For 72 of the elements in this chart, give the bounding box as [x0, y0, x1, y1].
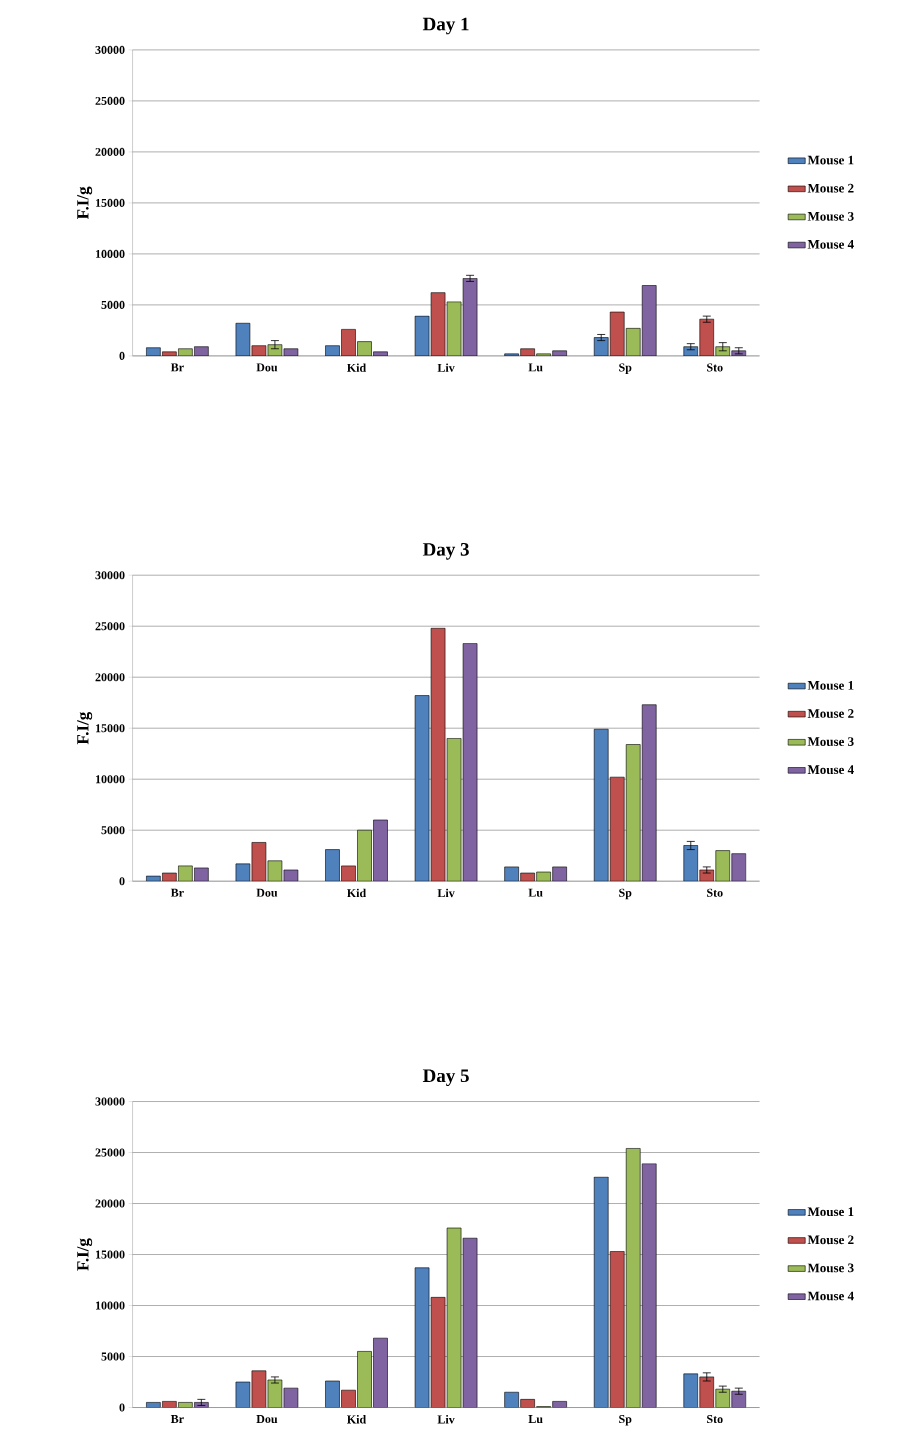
- legend-label: Mouse 1: [807, 155, 854, 165]
- x-tick-label: Br: [170, 1415, 184, 1423]
- y-axis-title: F.I/g: [77, 1238, 93, 1271]
- y-tick-label: 0: [119, 877, 125, 886]
- legend-label: Mouse 3: [807, 737, 854, 746]
- x-tick-label: Dou: [256, 888, 278, 897]
- x-tick-label: Kid: [347, 363, 367, 372]
- x-tick-label: Sto: [707, 363, 723, 372]
- x-tick-label: Sp: [619, 363, 632, 374]
- y-tick-label: 5000: [101, 1352, 125, 1361]
- y-tick-label: 30000: [95, 45, 125, 54]
- x-tick-label: Liv: [437, 363, 455, 372]
- x-tick-label: Br: [170, 363, 184, 372]
- x-tick-label: Sto: [707, 1415, 723, 1424]
- y-tick-label: 10000: [95, 1301, 125, 1310]
- y-tick-label: 5000: [101, 300, 125, 309]
- bar: [357, 1351, 372, 1408]
- bar: [641, 1163, 657, 1408]
- bar: [641, 704, 657, 882]
- x-tick-label: Sp: [619, 888, 632, 900]
- x-tick-label: Lu: [528, 1415, 543, 1424]
- bar: [625, 1148, 641, 1408]
- x-tick-label: Dou: [256, 363, 278, 372]
- y-axis-title: F.I/g: [77, 186, 93, 220]
- y-tick-label: 25000: [95, 96, 125, 105]
- chart-title: Day 5: [422, 1069, 469, 1086]
- x-tick-label: Lu: [528, 888, 543, 897]
- y-tick-label: 20000: [95, 1199, 125, 1208]
- x-tick-label: Liv: [437, 888, 455, 898]
- y-tick-label: 20000: [95, 673, 125, 682]
- chart-title: Day 1: [422, 17, 469, 35]
- legend-label: Mouse 2: [807, 1235, 854, 1245]
- y-tick-label: 10000: [95, 775, 125, 784]
- x-tick-label: Kid: [347, 888, 367, 898]
- legend-label: Mouse 1: [807, 681, 854, 690]
- x-tick-label: Lu: [528, 363, 543, 372]
- y-tick-label: 15000: [95, 1250, 125, 1259]
- y-tick-label: 30000: [95, 1097, 125, 1106]
- y-tick-label: 30000: [95, 571, 125, 580]
- legend-label: Mouse 2: [807, 183, 854, 193]
- y-tick-label: 0: [119, 351, 125, 360]
- y-axis-title: F.I/g: [77, 711, 93, 745]
- x-tick-label: Kid: [347, 1415, 367, 1424]
- x-tick-label: Liv: [437, 1415, 455, 1424]
- legend-label: Mouse 4: [807, 240, 854, 249]
- legend-label: Mouse 3: [807, 211, 854, 221]
- x-tick-label: Br: [170, 888, 184, 897]
- legend-label: Mouse 1: [807, 1207, 854, 1217]
- y-tick-label: 0: [119, 1403, 125, 1412]
- x-tick-label: Sto: [707, 888, 723, 897]
- bar: [462, 278, 478, 356]
- bar: [715, 1388, 731, 1408]
- bar: [267, 1379, 283, 1408]
- legend-label: Mouse 4: [807, 765, 854, 775]
- chart-title: Day 3: [422, 542, 469, 560]
- y-tick-label: 25000: [95, 1148, 125, 1157]
- legend-label: Mouse 4: [807, 1291, 854, 1301]
- legend-label: Mouse 2: [807, 709, 854, 718]
- x-tick-label: Sp: [619, 1415, 632, 1426]
- y-tick-label: 25000: [95, 622, 125, 631]
- y-tick-label: 15000: [95, 198, 125, 207]
- legend-label: Mouse 3: [807, 1263, 854, 1273]
- bar: [641, 285, 657, 356]
- bar: [373, 819, 388, 882]
- bar: [373, 1337, 388, 1408]
- y-tick-label: 5000: [101, 826, 125, 835]
- y-tick-label: 15000: [95, 724, 125, 733]
- x-tick-label: Dou: [256, 1415, 278, 1424]
- bar: [731, 853, 747, 882]
- y-tick-label: 20000: [95, 147, 125, 156]
- y-tick-label: 10000: [95, 249, 125, 258]
- bar: [731, 1390, 747, 1408]
